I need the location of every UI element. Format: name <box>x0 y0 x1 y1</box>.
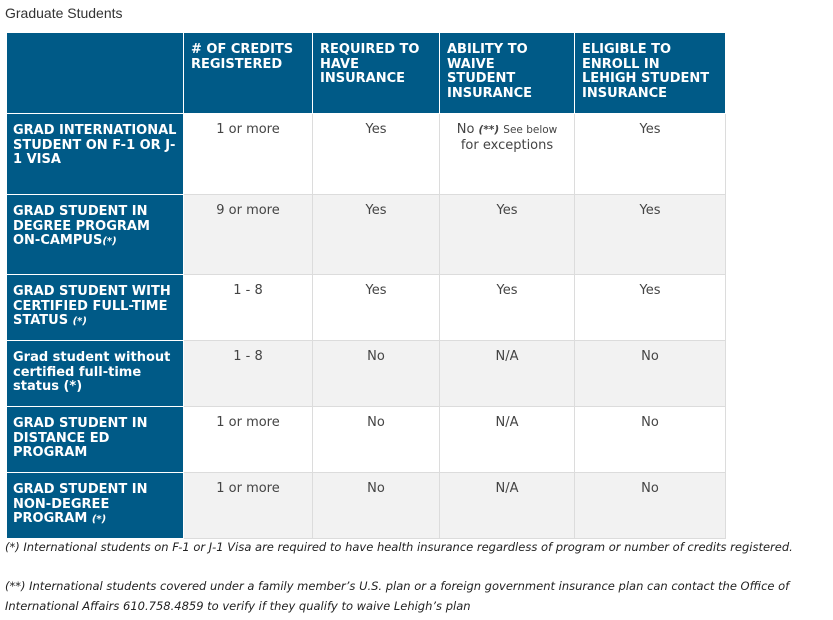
row-label: Grad student without certified full-time… <box>6 340 184 407</box>
table-row: GRAD STUDENT IN DEGREE PROGRAM ON-CAMPUS… <box>6 194 726 275</box>
table-row: GRAD STUDENT IN NON-DEGREE PROGRAM (*) 1… <box>6 472 726 539</box>
table-row: GRAD INTERNATIONAL STUDENT ON F-1 OR J-1… <box>6 113 726 195</box>
required-cell: Yes <box>312 113 440 195</box>
required-cell: Yes <box>312 274 440 341</box>
waive-marker: (**) <box>478 124 500 136</box>
row-label: GRAD INTERNATIONAL STUDENT ON F-1 OR J-1… <box>6 113 184 195</box>
table-caption: Graduate Students <box>5 5 123 21</box>
eligible-cell: No <box>574 472 726 539</box>
waive-cell: N/A <box>439 472 575 539</box>
credits-cell: 1 - 8 <box>183 274 313 341</box>
row-label: GRAD STUDENT IN DISTANCE ED PROGRAM <box>6 406 184 473</box>
waive-cell: No (**) See below for exceptions <box>439 113 575 195</box>
header-eligible: ELIGIBLE TO ENROLL IN LEHIGH STUDENT INS… <box>574 32 726 114</box>
required-cell: Yes <box>312 194 440 275</box>
waive-cell: N/A <box>439 406 575 473</box>
waive-note: See below <box>503 124 558 136</box>
required-cell: No <box>312 406 440 473</box>
credits-cell: 1 or more <box>183 472 313 539</box>
row-label: GRAD STUDENT IN NON-DEGREE PROGRAM (*) <box>6 472 184 539</box>
row-label: GRAD STUDENT IN DEGREE PROGRAM ON-CAMPUS… <box>6 194 184 275</box>
credits-cell: 1 or more <box>183 113 313 195</box>
credits-cell: 1 - 8 <box>183 340 313 407</box>
waive-cell: Yes <box>439 274 575 341</box>
eligible-cell: Yes <box>574 194 726 275</box>
eligible-cell: Yes <box>574 113 726 195</box>
credits-cell: 1 or more <box>183 406 313 473</box>
eligible-cell: Yes <box>574 274 726 341</box>
eligible-cell: No <box>574 340 726 407</box>
table-row: GRAD STUDENT WITH CERTIFIED FULL-TIME ST… <box>6 274 726 341</box>
waive-cell: N/A <box>439 340 575 407</box>
row-label-marker: (*) <box>63 379 83 394</box>
header-required: REQUIRED TO HAVE INSURANCE <box>312 32 440 114</box>
row-label-marker: (*) <box>91 514 107 525</box>
waive-note-exceptions: for exceptions <box>460 138 554 153</box>
footnote-single-star: (*) International students on F-1 or J-1… <box>5 540 793 554</box>
row-label-marker: (*) <box>102 236 117 247</box>
required-cell: No <box>312 472 440 539</box>
required-cell: No <box>312 340 440 407</box>
header-row: # OF CREDITS REGISTERED REQUIRED TO HAVE… <box>6 32 726 114</box>
header-credits: # OF CREDITS REGISTERED <box>183 32 313 114</box>
credits-cell: 9 or more <box>183 194 313 275</box>
waive-value: No <box>456 122 475 137</box>
row-label-marker: (*) <box>72 316 87 327</box>
table-row: GRAD STUDENT IN DISTANCE ED PROGRAM 1 or… <box>6 406 726 473</box>
footnote-double-star: (**) International students covered unde… <box>5 579 790 613</box>
table-row: Grad student without certified full-time… <box>6 340 726 407</box>
eligible-cell: No <box>574 406 726 473</box>
waive-cell: Yes <box>439 194 575 275</box>
header-waive: ABILITY TO WAIVE STUDENT INSURANCE <box>439 32 575 114</box>
row-label: GRAD STUDENT WITH CERTIFIED FULL-TIME ST… <box>6 274 184 341</box>
header-corner <box>6 32 184 114</box>
insurance-table: # OF CREDITS REGISTERED REQUIRED TO HAVE… <box>6 32 726 539</box>
